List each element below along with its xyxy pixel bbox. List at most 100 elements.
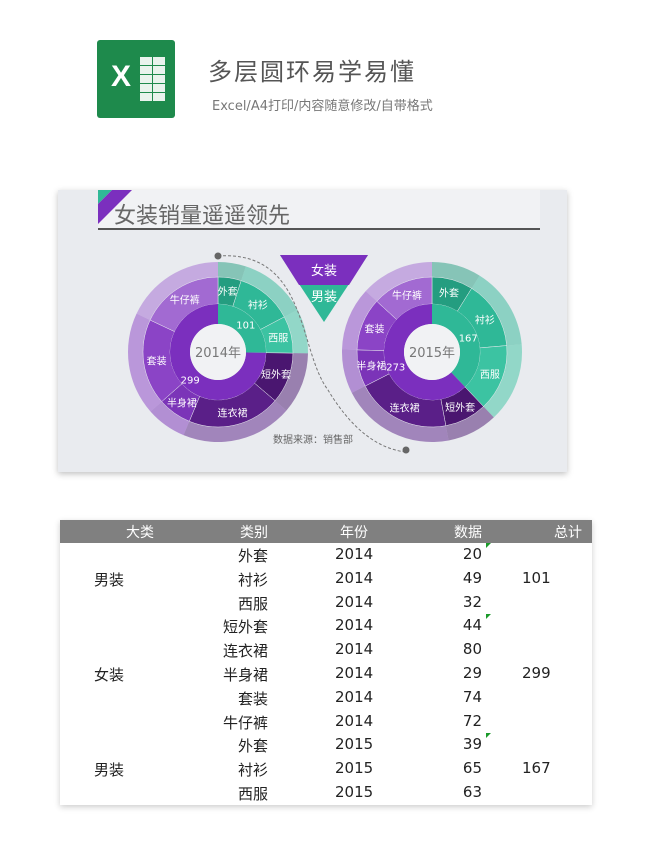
cell-value[interactable]: 72 [462, 711, 482, 730]
table-header: 大类 类别 年份 数据 总计 [60, 520, 592, 543]
cell-cat[interactable]: 半身裙 [222, 665, 268, 684]
cell-year[interactable]: 2014 [335, 640, 374, 659]
category-label: 外套 [439, 286, 459, 299]
outer-ring-segment [284, 309, 308, 354]
cell-year[interactable]: 2015 [335, 735, 374, 754]
cell-value[interactable]: 63 [462, 782, 482, 801]
cell-flag-icon [486, 543, 491, 548]
col-header: 总计 [554, 525, 582, 541]
page-title: 多层圆环易学易懂 [208, 58, 416, 86]
connector-dot [402, 446, 410, 454]
page-subtitle: Excel/A4打印/内容随意修改/自带格式 [212, 99, 433, 114]
cell-value[interactable]: 32 [462, 592, 482, 611]
legend-band-women [280, 255, 368, 285]
chart-title: 女装销量遥遥领先 [114, 204, 291, 229]
category-label: 牛仔裤 [170, 294, 200, 307]
chart-title-bar: 女装销量遥遥领先 [98, 190, 540, 230]
cell-value[interactable]: 39 [462, 735, 482, 754]
category-label: 半身裙 [357, 360, 387, 373]
cell-total[interactable]: 299 [522, 663, 551, 682]
table-row: 短外套 2014 44 [60, 614, 592, 638]
excel-icon: X [97, 40, 175, 118]
cell-group[interactable]: 女装 [94, 665, 125, 684]
outer-ring-segment [128, 313, 162, 412]
grid-icon [139, 56, 165, 102]
cell-year[interactable]: 2014 [335, 687, 374, 706]
cell-value[interactable]: 49 [462, 568, 482, 587]
category-label: 衬衫 [248, 299, 268, 312]
table-row: 牛仔裤 2014 72 [60, 710, 592, 734]
outer-ring-segment [218, 262, 246, 281]
table-row: 西服 2014 32 [60, 591, 592, 615]
cell-year[interactable]: 2015 [335, 782, 374, 801]
cell-cat[interactable]: 牛仔裤 [222, 713, 268, 732]
group-total-label: 299 [181, 375, 200, 386]
sunburst-charts: 外套衬衫西服101短外套连衣裙半身裙套装牛仔裤2992014年外套衬衫西服167… [128, 252, 522, 454]
outer-ring-segment [136, 262, 218, 321]
table-row: 外套 2015 39 [60, 733, 592, 757]
table-row: 西服 2015 63 [60, 781, 592, 805]
cell-cat[interactable]: 外套 [237, 737, 268, 756]
cell-cat[interactable]: 短外套 [222, 618, 268, 637]
cell-value[interactable]: 20 [462, 545, 482, 563]
category-label: 衬衫 [475, 314, 495, 327]
center-hole [190, 324, 246, 380]
logo-letter: X [111, 60, 132, 93]
cell-cat[interactable]: 套装 [237, 689, 268, 708]
category-label: 短外套 [261, 368, 291, 381]
table-row: 外套 2014 20 [60, 543, 592, 567]
center-hole [404, 324, 460, 380]
category-label: 套装 [147, 355, 167, 368]
chart-source: 数据来源：销售部 [273, 435, 353, 446]
center-label: 2014年 [195, 346, 241, 361]
cell-value[interactable]: 74 [462, 687, 482, 706]
outer-ring-segment [445, 406, 494, 441]
category-label: 套装 [365, 323, 385, 336]
cell-year[interactable]: 2014 [335, 711, 374, 730]
connector-dot [214, 252, 222, 260]
cell-total[interactable]: 101 [522, 568, 551, 587]
col-header: 类别 [240, 525, 268, 541]
col-header: 数据 [454, 525, 482, 541]
cell-flag-icon [486, 733, 491, 739]
cell-cat[interactable]: 西服 [237, 594, 268, 613]
chart-card: 女装销量遥遥领先 外套 衬衫 西服 101 短外套 连衣裙 半身裙 套装 牛仔裤 299 2014年… [58, 190, 567, 472]
cell-year[interactable]: 2014 [335, 616, 374, 635]
group-segment [432, 304, 481, 387]
outer-ring-segment [432, 262, 480, 289]
col-header: 年份 [340, 525, 368, 541]
category-label: 短外套 [445, 401, 475, 414]
group-total-label: 167 [459, 334, 478, 345]
legend-label: 女装 [311, 263, 337, 279]
cell-year[interactable]: 2014 [335, 568, 374, 587]
cell-cat[interactable]: 外套 [237, 547, 268, 565]
cell-value[interactable]: 44 [462, 616, 482, 635]
cell-total[interactable]: 167 [522, 759, 551, 778]
cell-cat[interactable]: 西服 [237, 784, 268, 803]
outer-ring-segment [183, 400, 287, 442]
cell-year[interactable]: 2014 [335, 663, 374, 682]
cell-year[interactable]: 2015 [335, 759, 374, 778]
center-label: 2015年 [409, 346, 455, 361]
cell-value[interactable]: 29 [462, 663, 482, 682]
outer-ring-segment [483, 344, 522, 418]
cell-group[interactable]: 男装 [94, 761, 125, 780]
cell-cat[interactable]: 衬衫 [237, 761, 268, 780]
category-label: 牛仔裤 [392, 289, 422, 302]
cell-group[interactable]: 男装 [94, 570, 125, 589]
cell-value[interactable]: 80 [462, 640, 482, 659]
outer-ring-segment [342, 349, 366, 393]
group-segment [170, 304, 266, 400]
cell-cat[interactable]: 衬衫 [237, 570, 268, 589]
outer-ring-segment [365, 262, 432, 302]
outer-ring-segment [342, 291, 377, 350]
cell-flag-icon [486, 614, 491, 620]
group-total-label: 101 [236, 321, 255, 332]
cell-year[interactable]: 2014 [335, 592, 374, 611]
table-row: 套装 2014 74 [60, 686, 592, 710]
cell-year[interactable]: 2014 [335, 545, 374, 563]
cell-value[interactable]: 65 [462, 759, 482, 778]
cell-cat[interactable]: 连衣裙 [222, 642, 268, 661]
group-segment [384, 304, 465, 400]
table-row: 女装 半身裙 2014 29 299 [60, 662, 592, 686]
